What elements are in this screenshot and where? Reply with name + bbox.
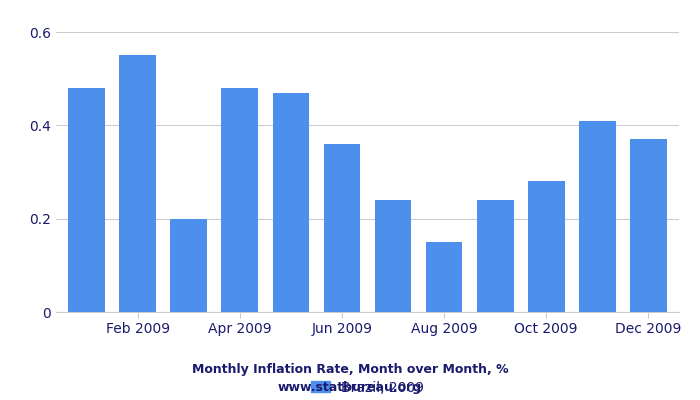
Text: Monthly Inflation Rate, Month over Month, %: Monthly Inflation Rate, Month over Month…	[192, 364, 508, 376]
Bar	[630, 139, 666, 312]
Bar	[170, 219, 207, 312]
Bar	[323, 144, 360, 312]
Legend: Brazil, 2009: Brazil, 2009	[305, 375, 430, 400]
Bar	[528, 181, 565, 312]
Bar	[426, 242, 463, 312]
Bar	[477, 200, 514, 312]
Text: www.statbureau.org: www.statbureau.org	[278, 382, 422, 394]
Bar	[272, 93, 309, 312]
Bar	[579, 121, 616, 312]
Bar	[374, 200, 412, 312]
Bar	[69, 88, 105, 312]
Bar	[221, 88, 258, 312]
Bar	[119, 55, 156, 312]
